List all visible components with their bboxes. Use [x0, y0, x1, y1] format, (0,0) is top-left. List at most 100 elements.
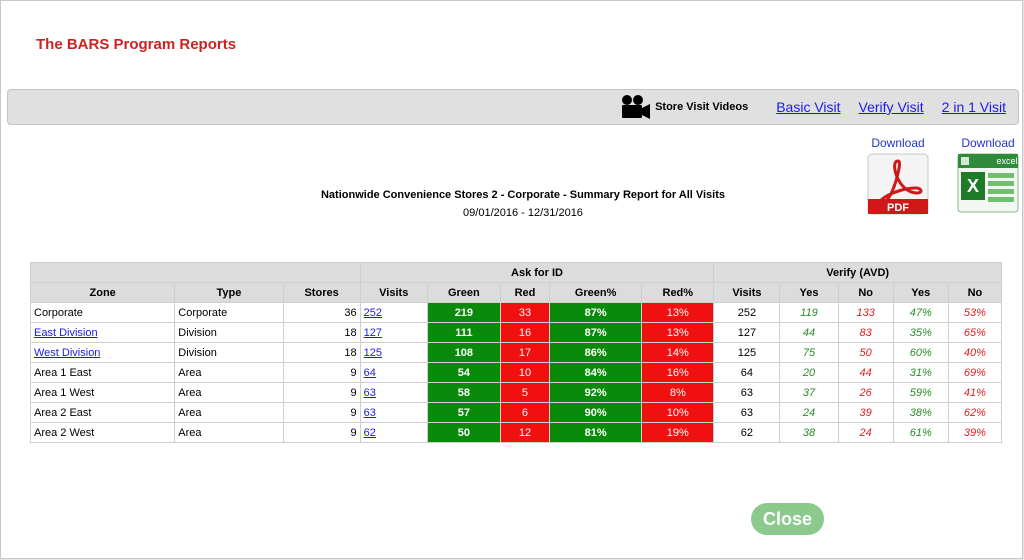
download-pdf-label: Download [871, 136, 925, 150]
table-group-header-row: Ask for ID Verify (AVD) [30, 262, 1002, 283]
red-pct-cell: 8% [641, 382, 715, 403]
table-column-header-row: Zone Type Stores Visits Green Red Green%… [29, 282, 1003, 303]
red-cell: 6 [499, 402, 551, 423]
summary-table: Ask for ID Verify (AVD) Zone Type Stores… [29, 262, 1003, 443]
verify-yes-pct-cell: 38% [892, 402, 949, 423]
red-cell: 10 [499, 362, 551, 383]
svg-text:excel: excel [996, 156, 1017, 166]
download-excel-button[interactable]: Download excel X [953, 136, 1023, 216]
verify-no-pct-cell: 62% [947, 402, 1003, 423]
zone-cell: Area 2 East [29, 402, 176, 423]
red-cell: 5 [499, 382, 551, 403]
verify-yes-pct-cell: 60% [892, 342, 949, 363]
col-type: Type [174, 282, 284, 303]
visits-link[interactable]: 63 [363, 386, 376, 399]
verify-no-cell: 26 [837, 382, 894, 403]
group-header-ask-for-id: Ask for ID [359, 262, 715, 283]
verify-no-pct-cell: 69% [947, 362, 1003, 383]
download-pdf-button[interactable]: Download PDF [863, 136, 933, 218]
verify-yes-cell: 119 [779, 302, 839, 323]
verify-no-pct-cell: 39% [947, 422, 1003, 443]
verify-no-cell: 24 [837, 422, 894, 443]
red-pct-cell: 19% [641, 422, 715, 443]
zone-link-east-division[interactable]: East Division [34, 326, 98, 339]
stores-cell: 9 [282, 402, 361, 423]
red-cell: 33 [499, 302, 551, 323]
close-button[interactable]: Close [751, 503, 824, 535]
type-cell: Corporate [174, 302, 284, 323]
verify-visits-cell: 127 [713, 322, 781, 343]
type-cell: Area [174, 362, 284, 383]
visits-link[interactable]: 127 [363, 326, 383, 339]
table-row: Corporate Corporate 36 252 219 33 87% 13… [29, 302, 1003, 323]
green-pct-cell: 84% [549, 362, 643, 383]
col-verify-no-pct: No [947, 282, 1003, 303]
verify-visits-cell: 63 [713, 402, 781, 423]
visits-link[interactable]: 63 [363, 406, 376, 419]
table-row: Area 1 West Area 9 63 58 5 92% 8% 63 37 … [29, 382, 1003, 403]
green-cell: 58 [426, 382, 501, 403]
zone-cell: East Division [29, 322, 176, 343]
verify-visits-cell: 252 [713, 302, 781, 323]
table-row: Area 2 West Area 9 62 50 12 81% 19% 62 3… [29, 422, 1003, 443]
verify-yes-pct-cell: 35% [892, 322, 949, 343]
table-row: Area 2 East Area 9 63 57 6 90% 10% 63 24… [29, 402, 1003, 423]
green-pct-cell: 87% [549, 302, 643, 323]
svg-text:PDF: PDF [887, 202, 909, 214]
verify-no-cell: 50 [837, 342, 894, 363]
col-verify-visits: Visits [713, 282, 781, 303]
stores-cell: 18 [282, 342, 361, 363]
green-cell: 111 [426, 322, 501, 343]
verify-yes-pct-cell: 31% [892, 362, 949, 383]
verify-visits-cell: 64 [713, 362, 781, 383]
stores-cell: 9 [282, 382, 361, 403]
verify-yes-cell: 38 [779, 422, 839, 443]
verify-yes-cell: 24 [779, 402, 839, 423]
col-red-pct: Red% [641, 282, 715, 303]
visits-cell: 127 [359, 322, 428, 343]
visits-cell: 63 [359, 382, 428, 403]
verify-no-pct-cell: 53% [947, 302, 1003, 323]
red-cell: 16 [499, 322, 551, 343]
visits-link[interactable]: 252 [363, 306, 383, 319]
visits-link[interactable]: 125 [363, 346, 383, 359]
green-pct-cell: 81% [549, 422, 643, 443]
visits-link[interactable]: 62 [363, 426, 376, 439]
verify-visits-cell: 125 [713, 342, 781, 363]
type-cell: Area [174, 422, 284, 443]
col-visits: Visits [359, 282, 428, 303]
video-camera-icon [622, 95, 651, 119]
red-pct-cell: 10% [641, 402, 715, 423]
visits-link[interactable]: 64 [363, 366, 376, 379]
red-cell: 12 [499, 422, 551, 443]
green-cell: 219 [426, 302, 501, 323]
two-in-one-visit-link[interactable]: 2 in 1 Visit [941, 99, 1006, 115]
zone-cell: West Division [29, 342, 176, 363]
verify-visits-cell: 63 [713, 382, 781, 403]
zone-cell: Area 2 West [29, 422, 176, 443]
green-cell: 57 [426, 402, 501, 423]
basic-visit-link[interactable]: Basic Visit [776, 99, 841, 115]
stores-cell: 9 [282, 362, 361, 383]
download-excel-label: Download [961, 136, 1015, 150]
table-row: Area 1 East Area 9 64 54 10 84% 16% 64 2… [29, 362, 1003, 383]
group-header-verify: Verify (AVD) [713, 262, 1002, 283]
verify-yes-cell: 44 [779, 322, 839, 343]
col-green-pct: Green% [549, 282, 643, 303]
green-pct-cell: 86% [549, 342, 643, 363]
verify-no-pct-cell: 40% [947, 342, 1003, 363]
green-cell: 50 [426, 422, 501, 443]
verify-visit-link[interactable]: Verify Visit [858, 99, 924, 115]
type-cell: Division [174, 342, 284, 363]
visits-cell: 64 [359, 362, 428, 383]
verify-yes-cell: 20 [779, 362, 839, 383]
report-title: Nationwide Convenience Stores 2 - Corpor… [320, 189, 726, 201]
visits-cell: 62 [359, 422, 428, 443]
zone-link-west-division[interactable]: West Division [34, 346, 101, 359]
video-toolbar: Store Visit Videos Basic Visit Verify Vi… [7, 89, 1019, 125]
stores-cell: 9 [282, 422, 361, 443]
verify-visits-cell: 62 [713, 422, 781, 443]
verify-yes-pct-cell: 61% [892, 422, 949, 443]
pdf-icon: PDF [867, 153, 929, 215]
